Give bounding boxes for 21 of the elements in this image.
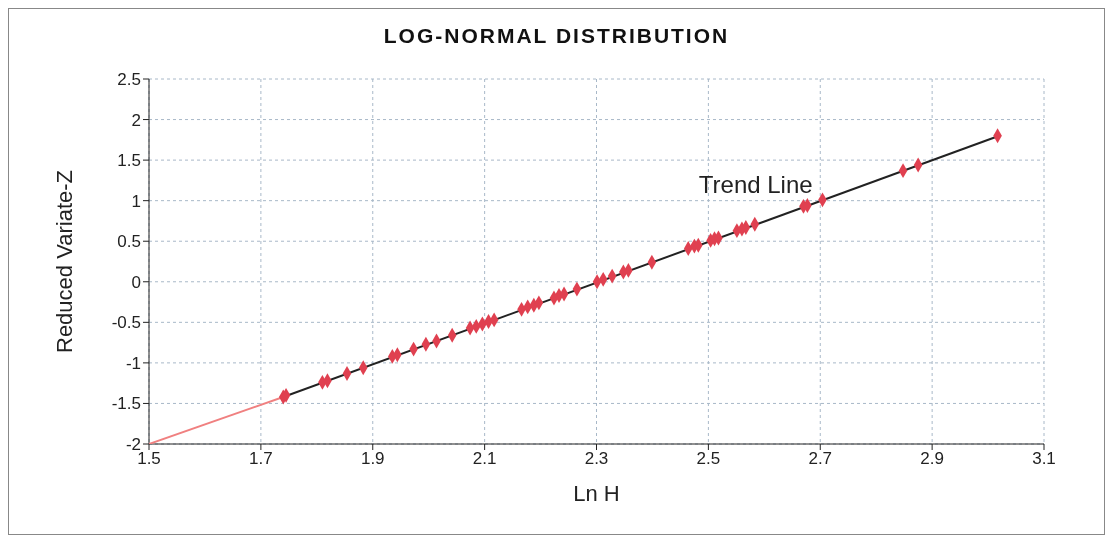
y-tick-label: 0: [131, 272, 141, 292]
y-tick-label: 1.5: [117, 151, 141, 171]
chart-title: LOG-NORMAL DISTRIBUTION: [383, 24, 730, 47]
x-axis-title: Ln H: [573, 481, 620, 506]
y-tick-label: 1: [131, 191, 141, 211]
y-tick-label: -1: [125, 353, 141, 373]
x-tick-label: 1.9: [360, 449, 385, 469]
y-axis-title: Reduced Variate-Z: [51, 169, 77, 354]
x-tick-label: 2.7: [808, 449, 833, 469]
x-tick-label: 2.5: [696, 449, 721, 469]
y-tick-label: 0.5: [117, 232, 141, 252]
y-tick-label: -1.5: [111, 394, 141, 414]
x-tick-label: 3.1: [1032, 449, 1056, 469]
y-tick-label: -0.5: [111, 313, 141, 333]
x-tick-label: 1.7: [249, 449, 273, 469]
x-tick-label: 2.3: [584, 449, 609, 469]
x-tick-label: 2.9: [920, 449, 944, 469]
y-tick-label: 2: [131, 110, 141, 130]
annotation: Trend Line: [698, 170, 813, 198]
x-tick-label: 2.1: [472, 449, 497, 469]
y-tick-label: 2.5: [117, 70, 141, 90]
